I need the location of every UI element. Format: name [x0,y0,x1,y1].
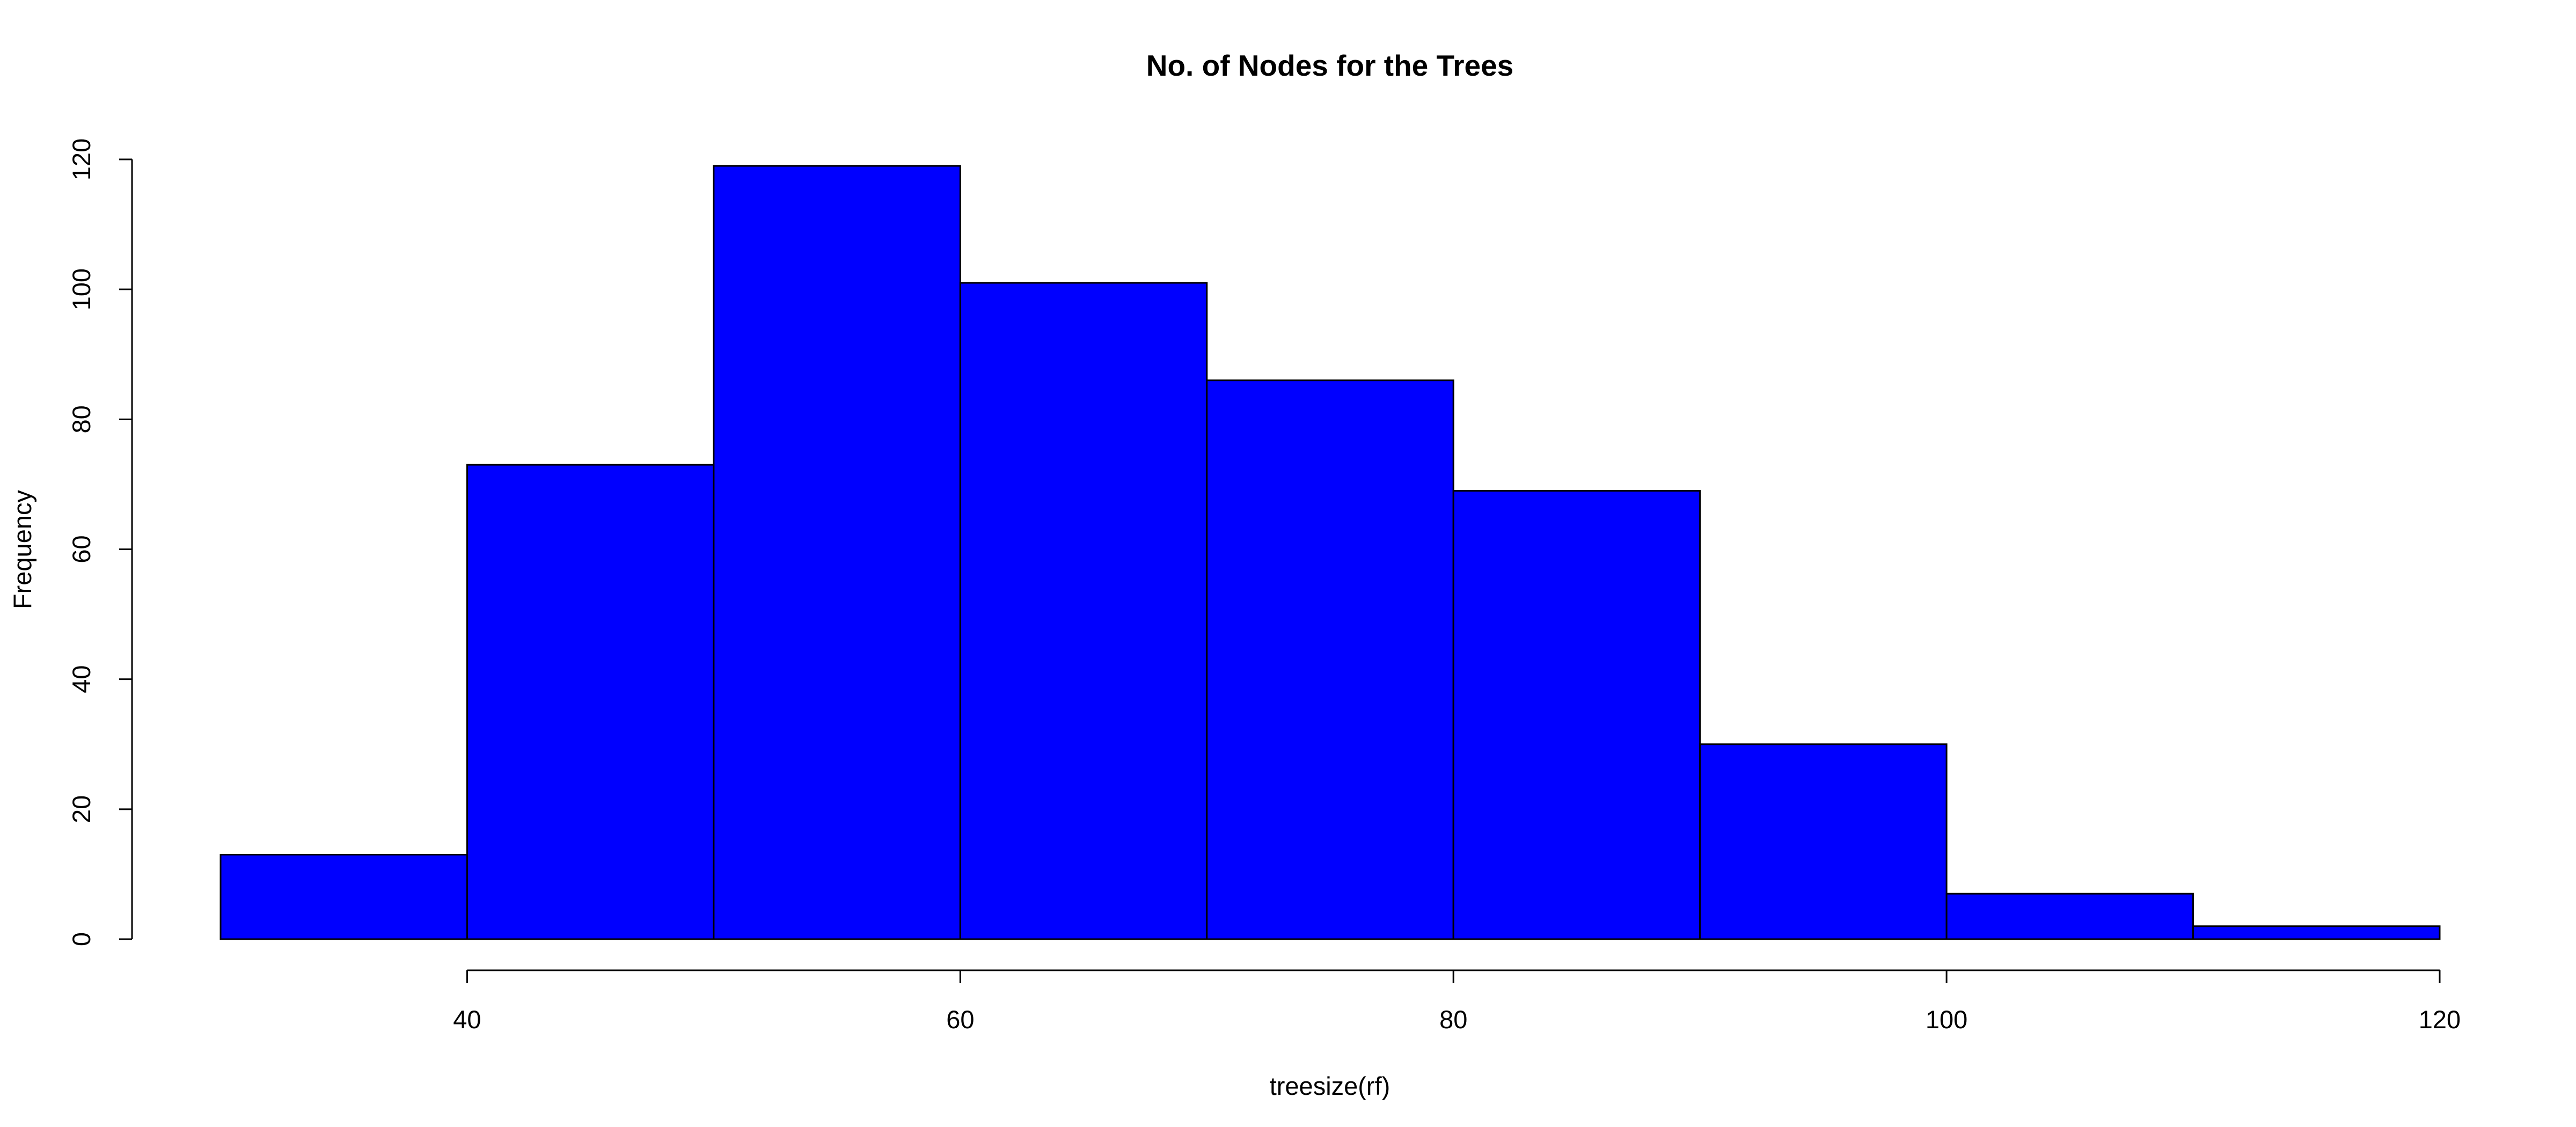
chart-title: No. of Nodes for the Trees [1146,49,1514,82]
histogram-bar [466,464,715,940]
y-axis-label: Frequency [8,489,36,609]
histogram-bar [959,282,1208,940]
x-tick-label: 60 [946,1005,974,1034]
x-axis: 40 60 80 100 120 [453,969,2461,1034]
histogram-bar [1699,743,1948,940]
y-tick-label: 40 [67,665,96,693]
y-axis: 0 20 40 60 80 100 120 [67,138,133,946]
x-tick-label: 80 [1439,1005,1467,1034]
y-tick-label: 80 [67,405,96,433]
y-tick-label: 20 [67,795,96,823]
y-tick-label: 100 [67,268,96,310]
histogram-bar [1945,892,2194,940]
y-tick-label: 60 [67,535,96,563]
x-tick-label: 40 [453,1005,481,1034]
histogram-bar [1206,379,1454,940]
y-tick-label: 0 [67,932,96,946]
x-tick-label: 120 [2419,1005,2461,1034]
histogram-bars [219,165,2441,940]
y-tick-label: 120 [67,138,96,180]
histogram-bar [219,854,468,940]
x-tick-label: 100 [1926,1005,1967,1034]
x-axis-label: treesize(rf) [1270,1072,1391,1100]
histogram-bar [2192,925,2441,940]
histogram-bar [1452,490,1701,940]
histogram-bar [713,165,961,940]
